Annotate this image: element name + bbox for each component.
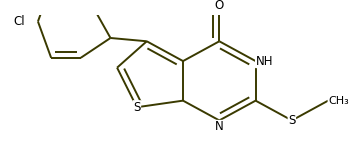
Text: CH₃: CH₃ bbox=[328, 96, 349, 106]
Text: NH: NH bbox=[256, 55, 273, 68]
Text: S: S bbox=[133, 101, 141, 114]
Text: O: O bbox=[215, 0, 224, 12]
Text: N: N bbox=[215, 120, 224, 133]
Text: Cl: Cl bbox=[13, 15, 25, 28]
Text: S: S bbox=[288, 114, 296, 127]
